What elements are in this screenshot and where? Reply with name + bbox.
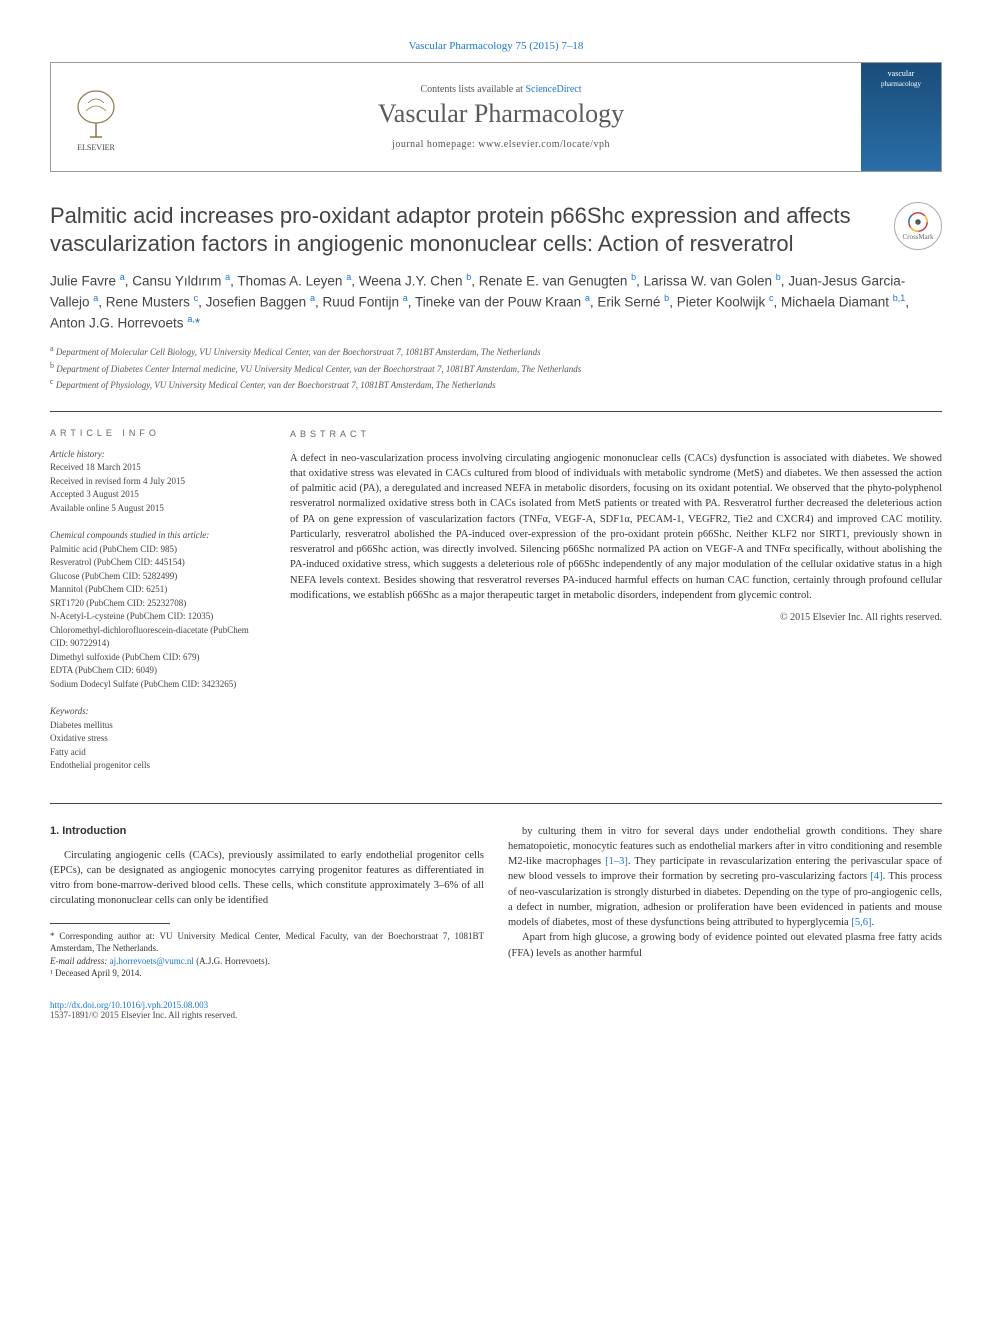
page-footer: http://dx.doi.org/10.1016/j.vph.2015.08.… [50,1000,942,1020]
homepage-line: journal homepage: www.elsevier.com/locat… [392,139,610,150]
sciencedirect-link[interactable]: ScienceDirect [525,84,581,95]
journal-name: Vascular Pharmacology [378,99,624,129]
ref-link[interactable]: [1–3] [605,856,628,867]
elsevier-logo[interactable]: ELSEVIER [51,63,141,171]
header-box: ELSEVIER Contents lists available at Sci… [50,62,942,172]
abstract-column: abstract A defect in neo-vascularization… [290,428,942,787]
affiliation-line: c Department of Physiology, VU Universit… [50,376,942,393]
compound-line: N-Acetyl-L-cysteine (PubChem CID: 12035) [50,610,260,624]
compound-line: Mannitol (PubChem CID: 6251) [50,583,260,597]
compound-line: Resveratrol (PubChem CID: 445154) [50,556,260,570]
keyword-line: Oxidative stress [50,732,260,746]
article-info-heading: article info [50,428,260,438]
corresponding-footnote: * Corresponding author at: VU University… [50,930,484,955]
body-columns: 1. Introduction Circulating angiogenic c… [50,824,942,980]
contents-line: Contents lists available at ScienceDirec… [420,84,581,95]
cover-thumbnail[interactable]: vascular pharmacology [861,63,941,171]
header-center: Contents lists available at ScienceDirec… [141,63,861,171]
journal-reference-link[interactable]: Vascular Pharmacology 75 (2015) 7–18 [409,40,584,52]
article-history: Article history: Received 18 March 2015R… [50,448,260,516]
intro-para-3: Apart from high glucose, a growing body … [508,930,942,960]
crossmark-icon [907,211,929,233]
section-1-heading: 1. Introduction [50,824,484,840]
keyword-line: Diabetes mellitus [50,719,260,733]
history-line: Available online 5 August 2015 [50,502,260,516]
history-line: Received 18 March 2015 [50,461,260,475]
compound-line: Dimethyl sulfoxide (PubChem CID: 679) [50,651,260,665]
keywords-block: Keywords: Diabetes mellitusOxidative str… [50,705,260,773]
separator-top [50,411,942,412]
keyword-line: Endothelial progenitor cells [50,759,260,773]
affiliation-line: a Department of Molecular Cell Biology, … [50,343,942,360]
abstract-copyright: © 2015 Elsevier Inc. All rights reserved… [290,611,942,626]
issn-copyright: 1537-1891/© 2015 Elsevier Inc. All right… [50,1010,237,1020]
compound-line: SRT1720 (PubChem CID: 25232708) [50,597,260,611]
compound-line: Chloromethyl-dichlorofluorescein-diaceta… [50,624,260,651]
doi-link[interactable]: http://dx.doi.org/10.1016/j.vph.2015.08.… [50,1000,208,1010]
compound-line: Palmitic acid (PubChem CID: 985) [50,543,260,557]
ref-link[interactable]: [4] [870,871,882,882]
intro-para-2: by culturing them in vitro for several d… [508,824,942,931]
compound-line: Sodium Dodecyl Sulfate (PubChem CID: 342… [50,678,260,692]
crossmark-badge[interactable]: CrossMark [894,202,942,250]
authors: Julie Favre a, Cansu Yıldırım a, Thomas … [50,271,942,333]
ref-link[interactable]: [5,6] [851,917,871,928]
keyword-line: Fatty acid [50,746,260,760]
corresponding-email-link[interactable]: aj.horrevoets@vumc.nl [110,956,194,966]
article-info-column: article info Article history: Received 1… [50,428,260,787]
elsevier-label: ELSEVIER [77,143,115,152]
footnotes: * Corresponding author at: VU University… [50,923,484,980]
elsevier-tree-icon [66,83,126,143]
abstract-text: A defect in neo-vascularization process … [290,451,942,603]
compound-line: Glucose (PubChem CID: 5282499) [50,570,260,584]
history-line: Received in revised form 4 July 2015 [50,475,260,489]
abstract-heading: abstract [290,428,942,441]
separator-bottom [50,803,942,804]
article-title: Palmitic acid increases pro-oxidant adap… [50,202,878,257]
affiliations: a Department of Molecular Cell Biology, … [50,343,942,393]
intro-para-1: Circulating angiogenic cells (CACs), pre… [50,848,484,909]
homepage-url[interactable]: www.elsevier.com/locate/vph [478,139,610,150]
deceased-footnote: ¹ Deceased April 9, 2014. [50,967,484,980]
affiliation-line: b Department of Diabetes Center Internal… [50,360,942,377]
journal-reference: Vascular Pharmacology 75 (2015) 7–18 [50,40,942,52]
history-line: Accepted 3 August 2015 [50,488,260,502]
email-footnote: E-mail address: aj.horrevoets@vumc.nl (A… [50,955,484,968]
compound-line: EDTA (PubChem CID: 6049) [50,664,260,678]
compounds-block: Chemical compounds studied in this artic… [50,529,260,691]
